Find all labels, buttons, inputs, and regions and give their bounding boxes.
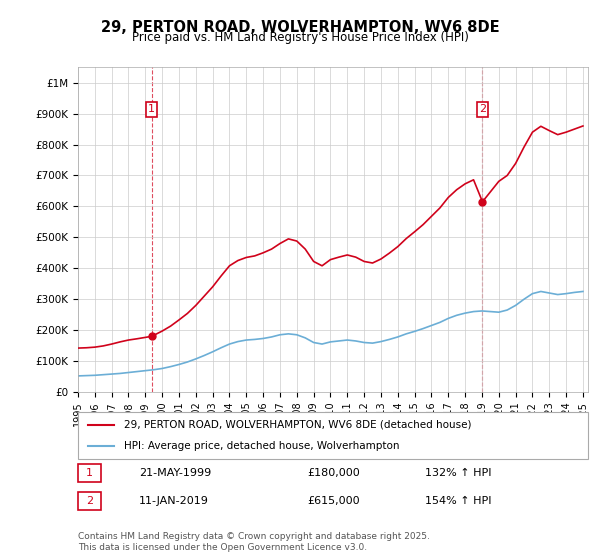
Text: 29, PERTON ROAD, WOLVERHAMPTON, WV6 8DE: 29, PERTON ROAD, WOLVERHAMPTON, WV6 8DE: [101, 20, 499, 35]
Text: 21-MAY-1999: 21-MAY-1999: [139, 468, 211, 478]
Text: 154% ↑ HPI: 154% ↑ HPI: [425, 496, 491, 506]
FancyBboxPatch shape: [78, 464, 101, 482]
Text: 132% ↑ HPI: 132% ↑ HPI: [425, 468, 491, 478]
Text: 1: 1: [86, 468, 93, 478]
Text: HPI: Average price, detached house, Wolverhampton: HPI: Average price, detached house, Wolv…: [124, 441, 400, 451]
Text: £615,000: £615,000: [308, 496, 360, 506]
FancyBboxPatch shape: [78, 412, 588, 459]
Text: 2: 2: [86, 496, 93, 506]
Text: 11-JAN-2019: 11-JAN-2019: [139, 496, 209, 506]
Text: 29, PERTON ROAD, WOLVERHAMPTON, WV6 8DE (detached house): 29, PERTON ROAD, WOLVERHAMPTON, WV6 8DE …: [124, 420, 472, 430]
Text: Price paid vs. HM Land Registry's House Price Index (HPI): Price paid vs. HM Land Registry's House …: [131, 31, 469, 44]
Text: 1: 1: [148, 104, 155, 114]
Text: Contains HM Land Registry data © Crown copyright and database right 2025.
This d: Contains HM Land Registry data © Crown c…: [78, 532, 430, 552]
FancyBboxPatch shape: [78, 492, 101, 510]
Text: 2: 2: [479, 104, 486, 114]
Text: £180,000: £180,000: [308, 468, 360, 478]
